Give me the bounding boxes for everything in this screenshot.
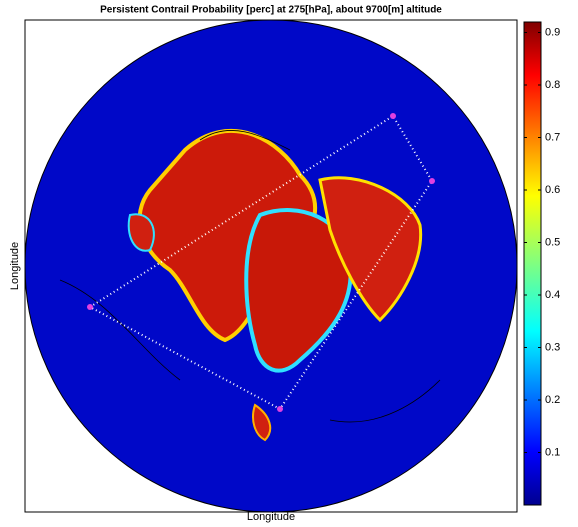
colorbar-tick-label: 0.6 xyxy=(545,184,560,196)
y-axis-label: Longitude xyxy=(9,242,21,290)
figure: Persistent Contrail Probability [perc] a… xyxy=(0,0,578,527)
colorbar-tick-label: 0.4 xyxy=(545,289,560,301)
waypoint xyxy=(277,406,283,412)
colorbar xyxy=(524,22,541,505)
colorbar-tick-label: 0.8 xyxy=(545,79,560,91)
colorbar-tick-label: 0.5 xyxy=(545,236,560,248)
colorbar-tick-label: 0.3 xyxy=(545,341,560,353)
waypoint xyxy=(390,113,396,119)
colorbar-tick-label: 0.7 xyxy=(545,131,560,143)
colorbar-tick-label: 0.2 xyxy=(545,394,560,406)
chart-title: Persistent Contrail Probability [perc] a… xyxy=(100,5,442,16)
x-axis-label: Longitude xyxy=(247,511,295,523)
colorbar-tick-label: 0.1 xyxy=(545,446,560,458)
colorbar-tick-label: 0.9 xyxy=(545,26,560,38)
waypoint xyxy=(429,178,435,184)
waypoint xyxy=(87,304,93,310)
